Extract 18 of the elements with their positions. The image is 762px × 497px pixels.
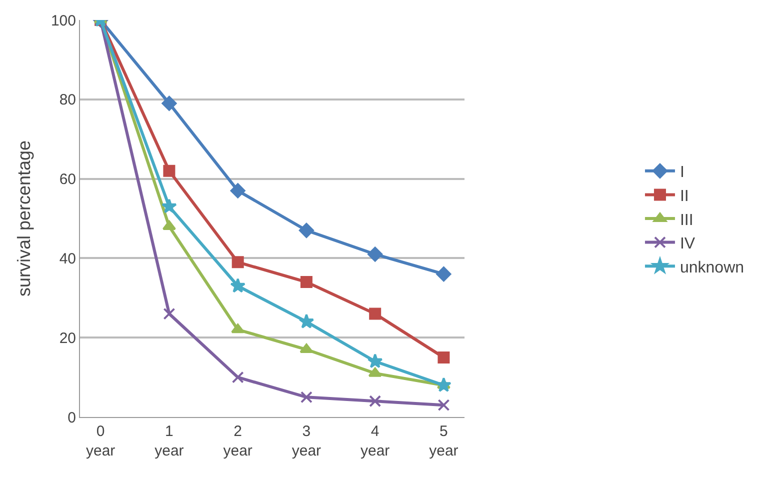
legend-label: II xyxy=(680,188,689,205)
x-tick-label: 5 year xyxy=(429,423,458,460)
y-tick-label: 100 xyxy=(50,12,76,30)
y-tick-label: 60 xyxy=(59,171,76,188)
x-tick-label: 3 year xyxy=(292,423,322,460)
y-tick-label: 80 xyxy=(59,92,76,109)
y-axis-title: survival percentage xyxy=(14,140,34,297)
x-tick-label: 4 year xyxy=(360,423,390,460)
x-tick-label: 0 year xyxy=(86,423,116,460)
y-tick-label: 40 xyxy=(59,250,76,268)
legend-label: III xyxy=(680,212,694,229)
x-tick-label: 1 year xyxy=(154,423,184,460)
legend-label: IV xyxy=(680,236,696,253)
x-tick-label: 2 year xyxy=(223,423,252,460)
y-tick-label: 0 xyxy=(68,409,76,426)
y-tick-label: 20 xyxy=(59,330,76,347)
legend-label: unknown xyxy=(680,259,744,276)
legend-label: I xyxy=(680,164,684,182)
